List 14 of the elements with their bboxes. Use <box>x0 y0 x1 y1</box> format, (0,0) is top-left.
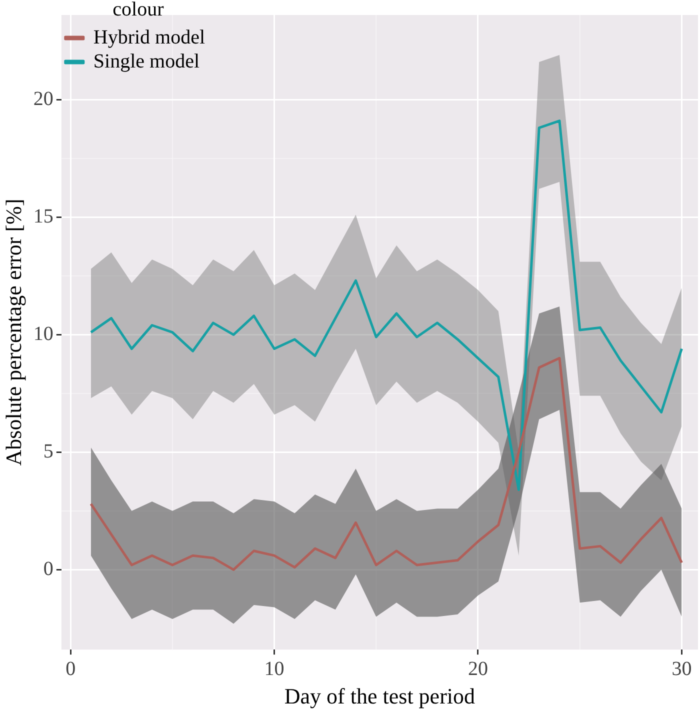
y-tick-label: 0 <box>43 558 54 580</box>
x-tick-label: 0 <box>66 658 76 680</box>
legend-label: Single model <box>93 50 200 72</box>
legend-title: colour <box>112 0 164 20</box>
y-tick-label: 10 <box>33 322 54 345</box>
x-axis-title: Day of the test period <box>284 684 476 709</box>
y-tick-label: 5 <box>43 440 54 462</box>
legend-label: Hybrid model <box>93 26 206 48</box>
y-axis-title: Absolute percentage error [%] <box>0 198 26 466</box>
y-tick-label: 15 <box>33 205 54 228</box>
y-tick-label: 20 <box>33 88 54 110</box>
x-tick-label: 10 <box>264 658 284 680</box>
x-tick-label: 20 <box>468 658 488 680</box>
x-tick-label: 30 <box>672 658 692 680</box>
